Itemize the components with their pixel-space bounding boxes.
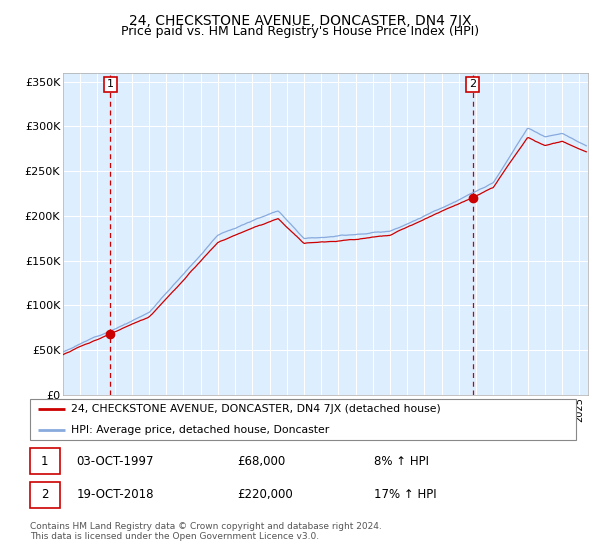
Text: £220,000: £220,000 bbox=[238, 488, 293, 501]
FancyBboxPatch shape bbox=[30, 482, 60, 508]
Text: 24, CHECKSTONE AVENUE, DONCASTER, DN4 7JX (detached house): 24, CHECKSTONE AVENUE, DONCASTER, DN4 7J… bbox=[71, 404, 440, 414]
Text: HPI: Average price, detached house, Doncaster: HPI: Average price, detached house, Donc… bbox=[71, 424, 329, 435]
Text: Price paid vs. HM Land Registry's House Price Index (HPI): Price paid vs. HM Land Registry's House … bbox=[121, 25, 479, 38]
Text: 2: 2 bbox=[469, 80, 476, 90]
Text: Contains HM Land Registry data © Crown copyright and database right 2024.
This d: Contains HM Land Registry data © Crown c… bbox=[30, 522, 382, 542]
Text: 2: 2 bbox=[41, 488, 49, 501]
Text: 8% ↑ HPI: 8% ↑ HPI bbox=[374, 455, 429, 468]
Text: 1: 1 bbox=[41, 455, 49, 468]
FancyBboxPatch shape bbox=[30, 448, 60, 474]
FancyBboxPatch shape bbox=[30, 399, 576, 440]
Text: 1: 1 bbox=[107, 80, 114, 90]
Text: 19-OCT-2018: 19-OCT-2018 bbox=[76, 488, 154, 501]
Text: 17% ↑ HPI: 17% ↑ HPI bbox=[374, 488, 437, 501]
Text: 24, CHECKSTONE AVENUE, DONCASTER, DN4 7JX: 24, CHECKSTONE AVENUE, DONCASTER, DN4 7J… bbox=[129, 14, 471, 28]
Text: £68,000: £68,000 bbox=[238, 455, 286, 468]
Text: 03-OCT-1997: 03-OCT-1997 bbox=[76, 455, 154, 468]
